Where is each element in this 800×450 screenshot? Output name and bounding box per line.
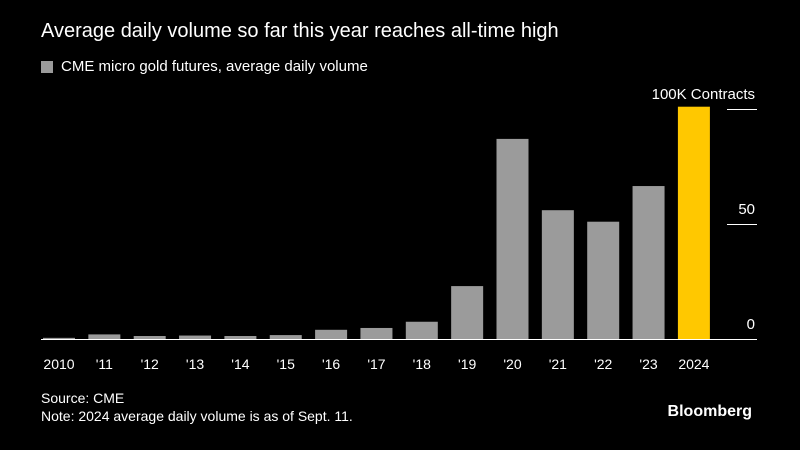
footnote: Note: 2024 average daily volume is as of… [41,408,353,424]
legend-swatch [41,60,53,73]
bar [179,335,212,339]
bar [632,186,665,339]
x-tick-label: '20 [503,356,521,372]
bar [677,106,710,339]
x-tick-label: 2010 [43,356,74,372]
bar [88,334,121,339]
bar [315,329,348,339]
x-tick-label: '13 [186,356,204,372]
bar [360,327,393,339]
chart-title: Average daily volume so far this year re… [41,20,559,42]
y-tick-label: 100K Contracts [652,86,755,103]
bar [133,336,166,339]
y-tick-label: 0 [747,316,755,333]
y-tick-label: 50 [738,201,755,218]
legend: CME micro gold futures, average daily vo… [41,58,368,75]
x-tick-label: 2024 [678,356,709,372]
bar [43,337,75,339]
bar [587,221,620,339]
bar [541,210,574,339]
bar [496,138,529,339]
source-note: Source: CME [41,390,125,406]
bar [224,336,257,339]
x-tick-label: '17 [367,356,385,372]
bar [451,286,484,339]
x-tick-label: '11 [96,356,113,372]
x-tick-label: '22 [594,356,612,372]
x-tick-label: '12 [141,356,159,372]
bar [405,321,438,339]
x-tick-label: '15 [277,356,295,372]
x-tick-label: '21 [549,356,567,372]
x-tick-label: '18 [413,356,431,372]
x-tick-label: '19 [458,356,476,372]
x-tick-label: '16 [322,356,340,372]
chart-footer: Source: CME Note: 2024 average daily vol… [41,389,353,425]
x-tick-label: '23 [639,356,657,372]
bloomberg-logo: Bloomberg [667,403,752,420]
bar [269,335,302,339]
legend-label: CME micro gold futures, average daily vo… [61,58,368,75]
x-tick-label: '14 [231,356,249,372]
